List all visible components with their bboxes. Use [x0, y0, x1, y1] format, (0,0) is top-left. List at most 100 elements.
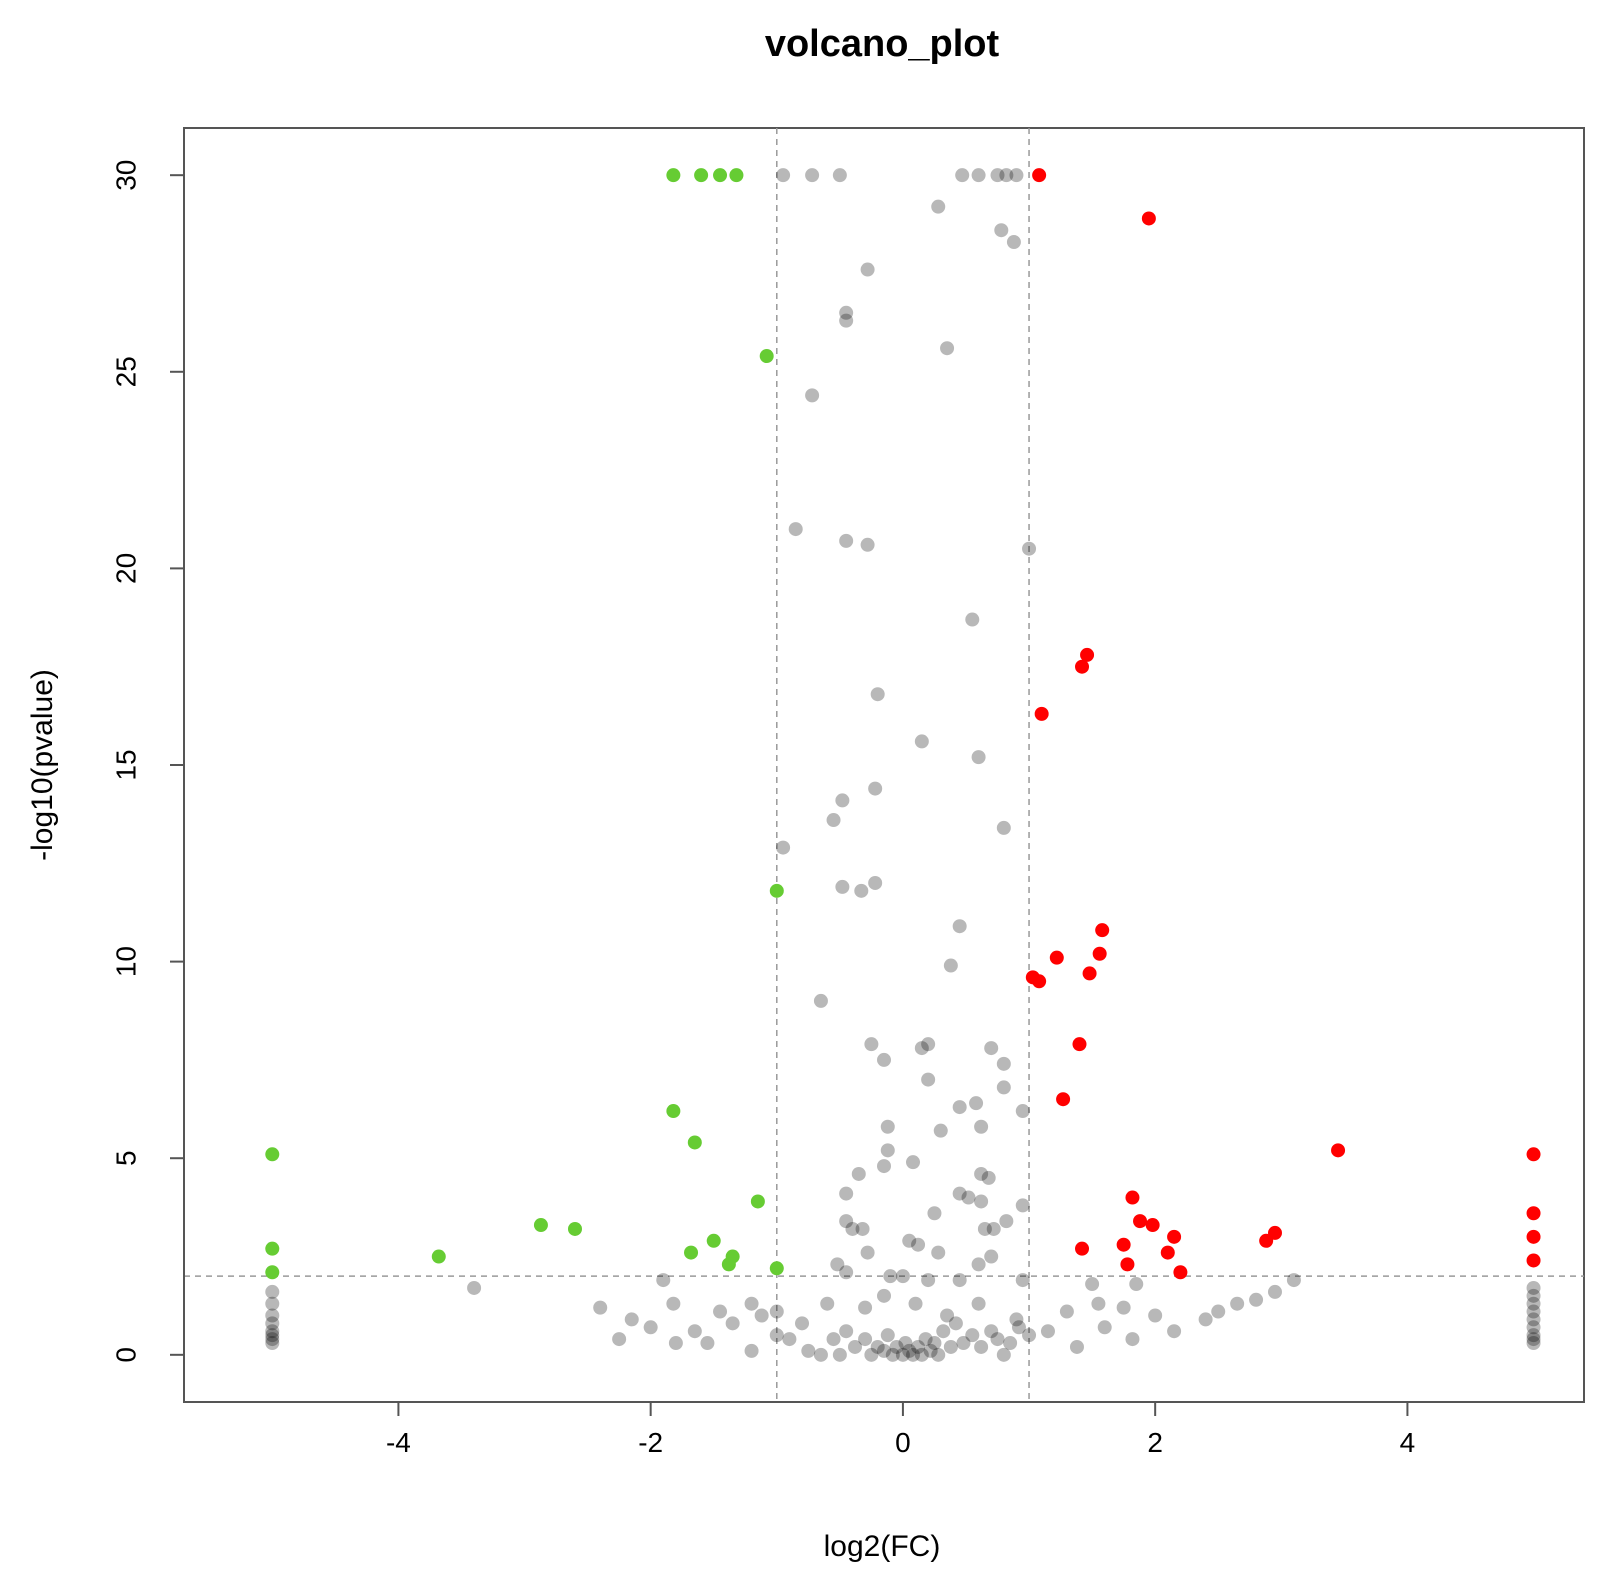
point-not-significant	[1022, 541, 1037, 556]
point-not-significant	[943, 1339, 958, 1354]
point-not-significant	[870, 1339, 885, 1354]
point-not-significant	[868, 875, 883, 890]
point-not-significant	[933, 1123, 948, 1138]
point-not-significant	[1526, 1312, 1541, 1327]
point-not-significant	[877, 1052, 891, 1067]
point-not-significant	[880, 1328, 895, 1343]
point-not-significant	[895, 1269, 910, 1284]
point-not-significant	[612, 1332, 627, 1347]
point-up	[1526, 1229, 1541, 1244]
point-not-significant	[955, 168, 970, 183]
point-not-significant	[769, 1328, 784, 1343]
point-not-significant	[931, 1347, 946, 1362]
y-tick-label: 20	[111, 553, 142, 584]
point-down	[706, 1233, 721, 1248]
x-axis-label: log2(FC)	[824, 1530, 941, 1563]
point-not-significant	[839, 533, 854, 548]
point-not-significant	[832, 1347, 847, 1362]
point-not-significant	[860, 262, 875, 277]
point-not-significant	[880, 1119, 895, 1134]
point-not-significant	[864, 1347, 879, 1362]
point-not-significant	[1148, 1308, 1163, 1323]
point-not-significant	[782, 1332, 797, 1347]
point-not-significant	[911, 1339, 926, 1354]
point-not-significant	[467, 1280, 482, 1295]
point-not-significant	[1022, 1328, 1037, 1343]
point-not-significant	[908, 1296, 923, 1311]
point-not-significant	[999, 168, 1014, 183]
point-not-significant	[1011, 1320, 1026, 1335]
point-not-significant	[624, 1312, 639, 1327]
point-down	[694, 168, 709, 183]
point-not-significant	[265, 1332, 280, 1347]
point-not-significant	[1097, 1320, 1112, 1335]
point-not-significant	[1125, 1332, 1140, 1347]
point-not-significant	[1003, 1336, 1018, 1351]
point-down	[265, 1241, 280, 1256]
y-tick-label: 30	[111, 160, 142, 191]
point-not-significant	[860, 537, 875, 552]
point-not-significant	[895, 1347, 910, 1362]
y-tick-label: 5	[111, 1150, 142, 1166]
chart-title: volcano_plot	[765, 23, 1000, 65]
point-up	[1095, 923, 1110, 938]
point-not-significant	[795, 1316, 810, 1331]
point-not-significant	[860, 1245, 875, 1260]
point-not-significant	[1526, 1328, 1541, 1343]
point-not-significant	[965, 1328, 980, 1343]
point-not-significant	[666, 1296, 681, 1311]
point-not-significant	[858, 1332, 873, 1347]
point-not-significant	[826, 813, 841, 828]
point-not-significant	[835, 879, 850, 894]
point-not-significant	[974, 1339, 989, 1354]
point-not-significant	[918, 1332, 933, 1347]
point-not-significant	[914, 734, 929, 749]
point-not-significant	[931, 199, 946, 214]
point-not-significant	[265, 1336, 280, 1351]
point-not-significant	[911, 1237, 926, 1252]
point-not-significant	[996, 1347, 1011, 1362]
point-up	[1034, 706, 1049, 721]
point-up	[1080, 647, 1095, 662]
point-not-significant	[1526, 1296, 1541, 1311]
point-not-significant	[864, 1037, 879, 1052]
point-not-significant	[923, 1343, 938, 1358]
point-not-significant	[877, 1288, 891, 1303]
point-not-significant	[1091, 1296, 1106, 1311]
point-up	[1173, 1265, 1188, 1280]
point-not-significant	[984, 1324, 999, 1339]
point-up	[1032, 168, 1047, 183]
point-up	[1145, 1218, 1160, 1233]
point-up	[1133, 1214, 1148, 1229]
point-not-significant	[971, 1296, 986, 1311]
point-down	[759, 349, 774, 364]
point-up	[1526, 1147, 1541, 1162]
point-down	[567, 1221, 582, 1236]
point-down	[687, 1135, 702, 1150]
point-not-significant	[839, 313, 854, 328]
point-not-significant	[994, 223, 1009, 238]
point-not-significant	[927, 1206, 942, 1221]
point-up	[1167, 1229, 1182, 1244]
point-not-significant	[1009, 168, 1024, 183]
point-not-significant	[971, 168, 986, 183]
point-not-significant	[902, 1233, 917, 1248]
point-not-significant	[265, 1284, 280, 1299]
point-not-significant	[877, 1343, 891, 1358]
point-not-significant	[902, 1343, 917, 1358]
point-not-significant	[813, 993, 828, 1008]
point-down	[265, 1265, 280, 1280]
x-tick-label: -2	[638, 1427, 663, 1458]
point-up	[1120, 1257, 1135, 1272]
point-not-significant	[839, 1214, 854, 1229]
point-up	[1049, 950, 1064, 965]
point-not-significant	[776, 168, 791, 183]
point-not-significant	[885, 1347, 900, 1362]
point-not-significant	[898, 1336, 913, 1351]
point-not-significant	[952, 1186, 967, 1201]
x-axis: -4 -2 0 2 4	[386, 1401, 1415, 1458]
point-up	[1125, 1190, 1140, 1205]
point-not-significant	[813, 1347, 828, 1362]
point-not-significant	[1211, 1304, 1226, 1319]
